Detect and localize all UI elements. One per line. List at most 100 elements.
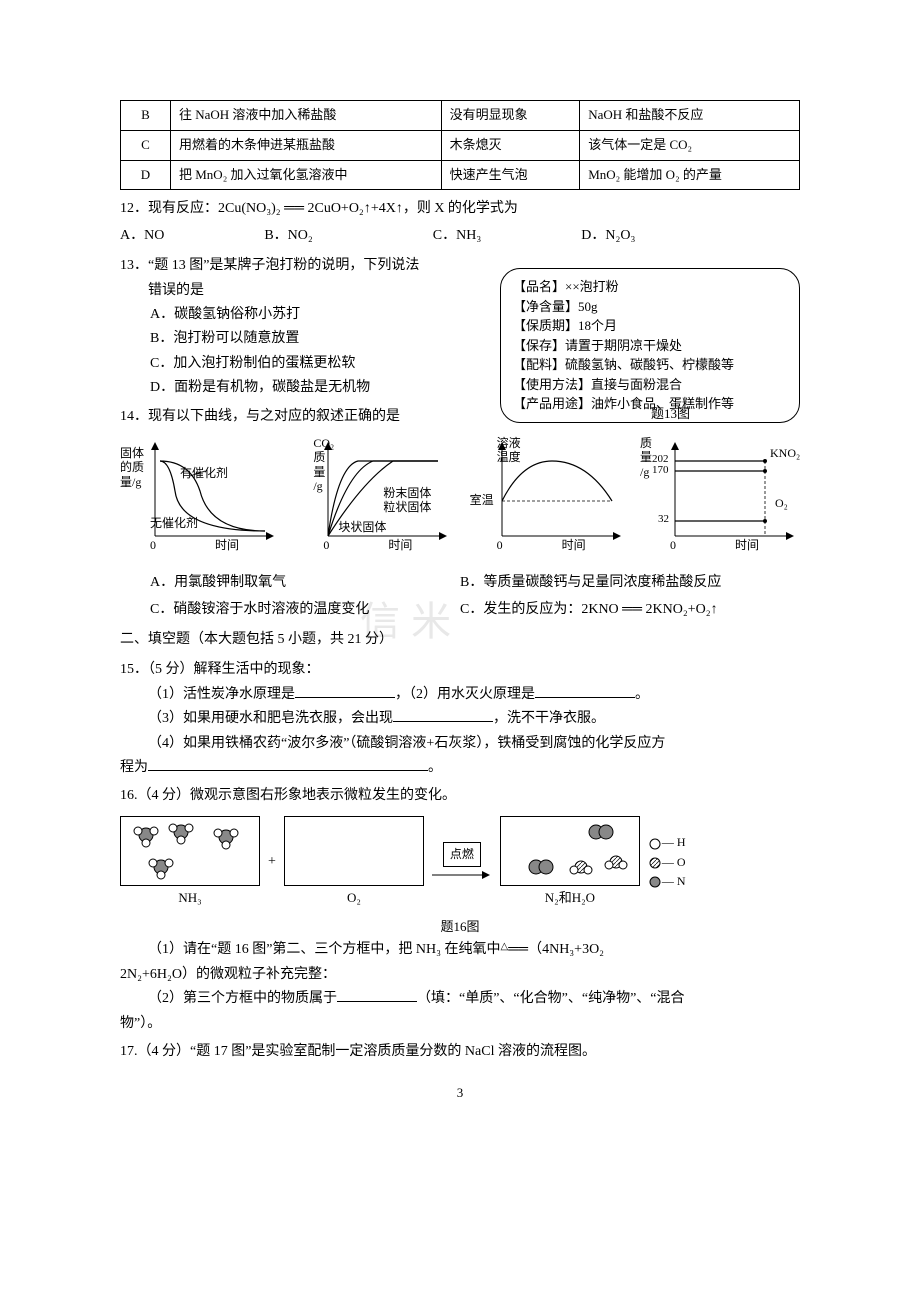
question-15: 15．（5 分）解释生活中的现象： （1）活性炭净水原理是 ，（2）用水灭火原理是… <box>120 659 800 779</box>
q16-stem: 16.（4 分）微观示意图右形象地表示微粒发生的变化。 <box>120 785 800 807</box>
phenomenon-cell: 没有明显现象 <box>441 101 580 131</box>
q12-opt-a: A．NO <box>120 225 164 247</box>
q16-diagram: NH₃ + O₂ 点燃 N₂和H₂O — H — <box>120 816 800 909</box>
operation-cell: 用燃着的木条伸进某瓶盐酸 <box>171 130 442 160</box>
q12-options: A．NO B．NO₂ C．NH₃ D．N₂O₃ <box>120 225 800 247</box>
q12-opt-b: B．NO₂ <box>264 225 312 247</box>
nh3-svg <box>121 817 261 887</box>
info-l3: 【保质期】18个月 <box>513 316 787 336</box>
question-14: 14．现有以下曲线，与之对应的叙述正确的是 固体 的质 量/g 有催化剂 无催化… <box>120 406 800 622</box>
phenomenon-cell: 木条熄灭 <box>441 130 580 160</box>
question-17: 17.（4 分）“题 17 图”是实验室配制一定溶质质量分数的 NaCl 溶液的… <box>120 1041 800 1063</box>
d1-xaxis: 时间 <box>215 536 239 555</box>
info-l4: 【保存】请置于期阴凉干燥处 <box>513 336 787 356</box>
q14-diag3: 溶液 温度 室温 0 时间 <box>467 436 627 564</box>
n2h2o-label: N₂和H₂O <box>500 888 640 909</box>
blank <box>535 684 635 698</box>
blank <box>148 757 428 771</box>
q16-p2a: （2）第三个方框中的物质属于 <box>148 991 337 1006</box>
q14-diag2: CO₂ 质 量 /g 粉末固体 粒状固体 块状固体 0 时间 <box>293 436 453 564</box>
opt-cell: B <box>121 101 171 131</box>
q16-caption: 题16图 <box>120 917 800 938</box>
micro-box-1: NH₃ <box>120 816 260 909</box>
arrow-spark: 点燃 <box>432 842 492 883</box>
q16-p2b: （填：“单质”、“化合物”、“纯净物”、“混合 <box>417 991 685 1006</box>
legend-n: — N <box>662 874 686 888</box>
conclusion-cell: MnO₂ 能增加 O₂ 的产量 <box>580 160 800 190</box>
q15-l1a: （1）活性炭净水原理是 <box>148 687 295 702</box>
legend: — H — O — N <box>648 833 708 891</box>
d4-v3: 32 <box>658 511 669 529</box>
q14-opts-row1: A．用氯酸钾制取氧气 B．等质量碳酸钙与足量同浓度稀盐酸反应 <box>120 572 800 594</box>
q15-l3b: 程为 <box>120 760 148 775</box>
table-row: D把 MnO₂ 加入过氧化氢溶液中快速产生气泡MnO₂ 能增加 O₂ 的产量 <box>121 160 800 190</box>
question-12: 12．现有反应：2Cu(NO₃)₂ ══ 2CuO+O₂↑+4X↑，则 X 的化… <box>120 198 800 247</box>
conclusion-cell: 该气体一定是 CO₂ <box>580 130 800 160</box>
question-16: 16.（4 分）微观示意图右形象地表示微粒发生的变化。 NH₃ + O₂ 点燃 <box>120 785 800 1035</box>
q16-p1: （1）请在“题 16 图”第二、三个方框中，把 NH₃ 在纯氧中△══（4NH₃… <box>120 939 800 961</box>
d2-yaxis: CO₂ 质 量 /g <box>313 436 334 494</box>
section-2-title: 二、填空题（本大题包括 5 小题，共 21 分） <box>120 629 800 651</box>
q15-l3b-row: 程为 。 <box>120 757 800 779</box>
q15-l3c: 。 <box>428 760 442 775</box>
experiment-table: B往 NaOH 溶液中加入稀盐酸没有明显现象NaOH 和盐酸不反应C用燃着的木条… <box>120 100 800 190</box>
nh3-label: NH₃ <box>120 888 260 909</box>
d1-cat2: 无催化剂 <box>150 514 198 533</box>
q15-l1c: 。 <box>635 687 649 702</box>
q15-l1: （1）活性炭净水原理是 ，（2）用水灭火原理是 。 <box>148 684 800 706</box>
operation-cell: 把 MnO₂ 加入过氧化氢溶液中 <box>171 160 442 190</box>
d4-k: KNO₂ <box>770 444 800 463</box>
d3-xaxis: 时间 <box>562 536 586 555</box>
q17-stem: 17.（4 分）“题 17 图”是实验室配制一定溶质质量分数的 NaCl 溶液的… <box>120 1041 800 1063</box>
info-l2: 【净含量】50g <box>513 297 787 317</box>
q15-l2a: （3）如果用硬水和肥皂洗衣服，会出现 <box>148 711 393 726</box>
q15-l2b: ，洗不干净衣服。 <box>493 711 605 726</box>
micro-box-3: N₂和H₂O <box>500 816 640 909</box>
table-row: B往 NaOH 溶液中加入稀盐酸没有明显现象NaOH 和盐酸不反应 <box>121 101 800 131</box>
legend-o: — O <box>662 855 686 869</box>
micro-box-2: O₂ <box>284 816 424 909</box>
d1-cat1: 有催化剂 <box>180 464 228 483</box>
info-l5: 【配料】硫酸氢钠、碳酸钙、柠檬酸等 <box>513 355 787 375</box>
q14-opt-b: B．等质量碳酸钙与足量同浓度稀盐酸反应 <box>460 572 800 594</box>
q13-info-box: 【品名】××泡打粉 【净含量】50g 【保质期】18个月 【保存】请置于期阴凉干… <box>500 268 800 423</box>
d4-o: O₂ <box>775 494 788 513</box>
q14-diag4: 质 量 /g 202 170 32 KNO₂ O₂ 0 时间 <box>640 436 800 564</box>
info-l1: 【品名】××泡打粉 <box>513 277 787 297</box>
q15-stem: 15．（5 分）解释生活中的现象： <box>120 659 800 681</box>
legend-h: — H <box>662 835 686 849</box>
blank <box>393 708 493 722</box>
q14-diagrams: 固体 的质 量/g 有催化剂 无催化剂 0 时间 CO₂ 质 量 /g 粉末固体… <box>120 436 800 564</box>
q15-l1b: ，（2）用水灭火原理是 <box>395 687 535 702</box>
q15-l3a: （4）如果用铁桶农药“波尔多液”（硫酸铜溶液+石灰浆），铁桶受到腐蚀的化学反应方 <box>148 733 800 755</box>
page-number: 3 <box>120 1083 800 1104</box>
spark-label: 点燃 <box>443 842 481 867</box>
d2-f3: 块状固体 <box>338 518 386 537</box>
info-l6: 【使用方法】直接与面粉混合 <box>513 375 787 395</box>
d4-v2: 170 <box>652 462 669 480</box>
q16-p2c: 物”）。 <box>120 1013 800 1035</box>
q16-p2: （2）第三个方框中的物质属于 （填：“单质”、“化合物”、“纯净物”、“混合 <box>120 988 800 1010</box>
blank <box>295 684 395 698</box>
d4-xaxis: 时间 <box>735 536 759 555</box>
q16-p1c: 2N₂+6H₂O）的微观粒子补充完整： <box>120 964 800 986</box>
q14-opts-row2: C．硝酸铵溶于水时溶液的温度变化 C．发生的反应为：2KNO ══ 2KNO₂+… <box>120 599 800 621</box>
d3-yaxis: 溶液 温度 <box>497 436 521 465</box>
q12-stem: 12．现有反应：2Cu(NO₃)₂ ══ 2CuO+O₂↑+4X↑，则 X 的化… <box>120 198 800 220</box>
table-row: C用燃着的木条伸进某瓶盐酸木条熄灭该气体一定是 CO₂ <box>121 130 800 160</box>
q12-opt-d: D．N₂O₃ <box>581 225 635 247</box>
d2-f2: 粒状固体 <box>383 498 431 517</box>
q14-opt-c1: C．硝酸铵溶于水时溶液的温度变化 <box>150 599 460 621</box>
opt-cell: C <box>121 130 171 160</box>
q13-caption: 题13图 <box>651 404 690 425</box>
q12-opt-c: C．NH₃ <box>433 225 481 247</box>
q14-opt-a: A．用氯酸钾制取氧气 <box>150 572 460 594</box>
q14-diag1: 固体 的质 量/g 有催化剂 无催化剂 0 时间 <box>120 436 280 564</box>
d4-yaxis: 质 量 /g <box>640 436 652 479</box>
q16-p1b: （4NH₃+3O₂ <box>528 942 604 957</box>
blank <box>337 988 417 1002</box>
plus-sign: + <box>268 851 276 873</box>
o2-label: O₂ <box>284 888 424 909</box>
d3-room: 室温 <box>470 491 494 510</box>
q14-opt-c2: C．发生的反应为：2KNO ══ 2KNO₂+O₂↑ <box>460 599 800 621</box>
